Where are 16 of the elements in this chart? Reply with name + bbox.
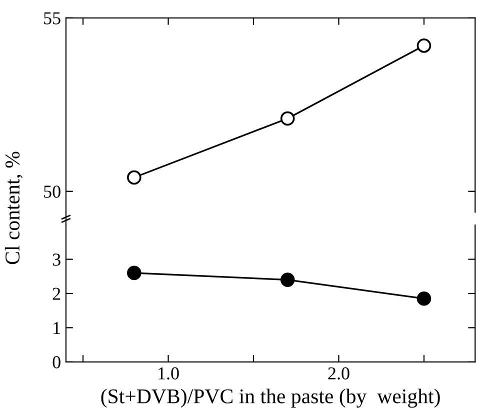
x-tick-label: 1.0 <box>158 367 179 380</box>
point <box>280 111 295 126</box>
point <box>416 38 432 53</box>
y-axis-title: Cl content, % <box>4 152 23 264</box>
point <box>127 170 142 185</box>
y-tick-label: 0 <box>52 356 60 368</box>
point <box>416 291 432 306</box>
y-tick-label: 1 <box>54 322 60 334</box>
y-tick-label: 50 <box>44 186 60 198</box>
x-axis-title: (St+DVB)/PVC in the paste (by weight) <box>101 388 440 408</box>
y-tick-label: 55 <box>44 12 60 24</box>
x-tick-label: 2.0 <box>328 367 350 380</box>
point <box>280 272 295 287</box>
point <box>127 266 142 280</box>
y-tick-label: 2 <box>52 288 60 300</box>
y-tick-label: 3 <box>52 254 60 266</box>
